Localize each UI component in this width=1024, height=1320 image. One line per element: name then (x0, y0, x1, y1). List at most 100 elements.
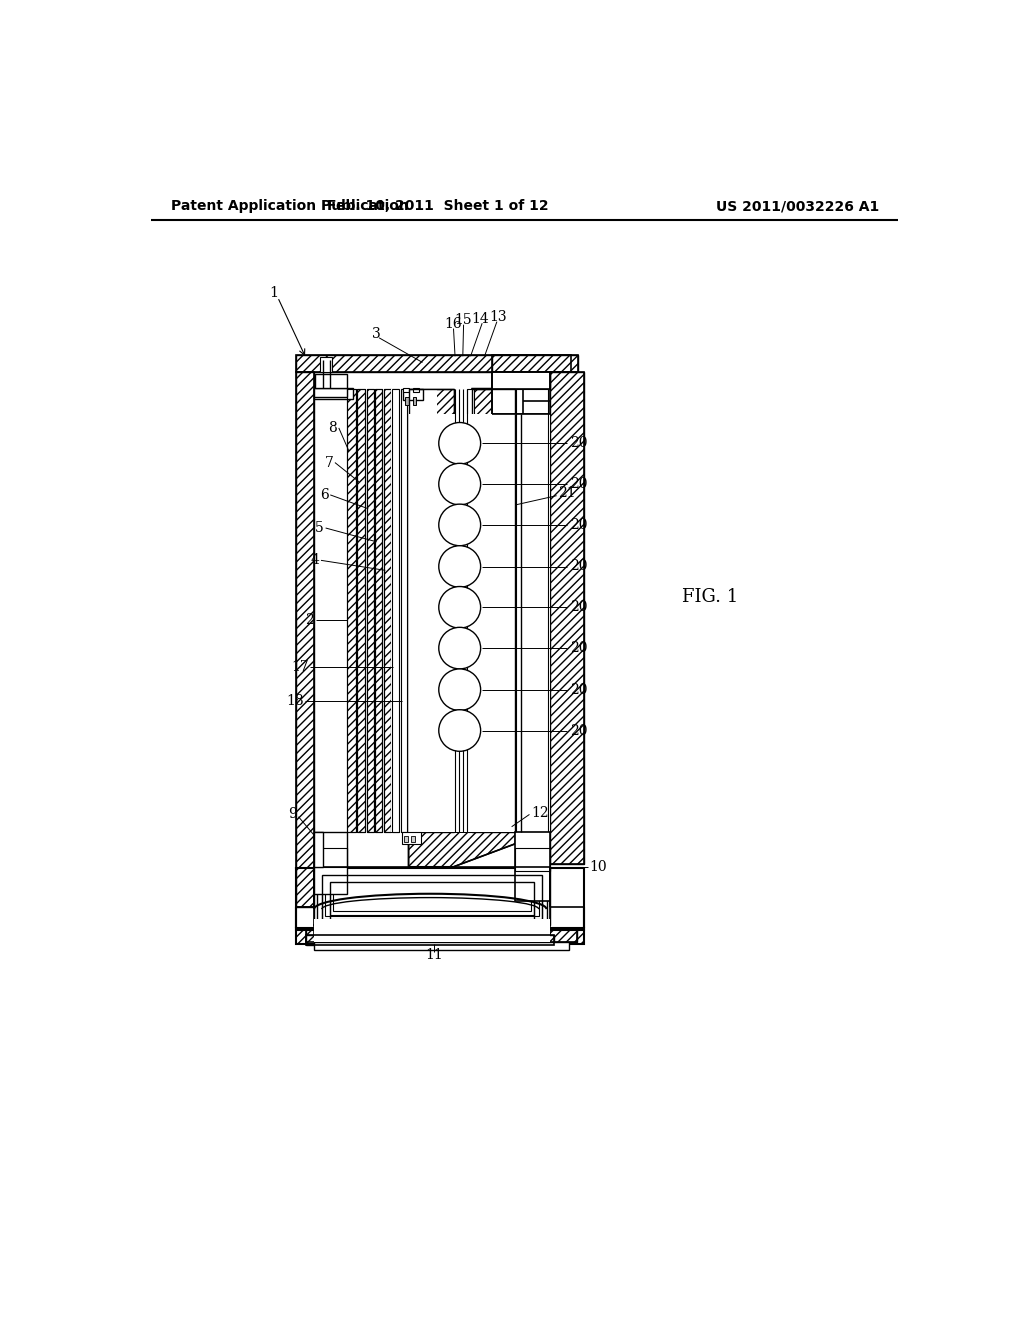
Bar (346, 389, 356, 832)
Bar (330, 882, 535, 921)
Text: Patent Application Publication: Patent Application Publication (171, 199, 409, 213)
Text: 5: 5 (315, 521, 324, 535)
Bar (493, 355, 578, 372)
Text: 14: 14 (472, 312, 489, 326)
Text: 8: 8 (329, 421, 337, 434)
Bar (409, 414, 550, 832)
Bar (314, 832, 346, 894)
Bar (550, 372, 585, 865)
Text: 2: 2 (305, 614, 314, 627)
Bar (400, 389, 407, 832)
Bar (493, 355, 578, 372)
Bar (515, 832, 550, 902)
Circle shape (438, 710, 480, 751)
Bar (472, 389, 515, 832)
Circle shape (438, 422, 480, 465)
Polygon shape (472, 388, 523, 414)
Bar (403, 836, 408, 842)
Text: 7: 7 (325, 455, 334, 470)
Polygon shape (322, 874, 542, 919)
Bar (384, 389, 391, 832)
Bar (314, 374, 346, 388)
Bar (357, 389, 366, 832)
Bar (357, 389, 366, 832)
Bar (314, 388, 346, 397)
Bar (346, 389, 356, 832)
Text: 4: 4 (310, 553, 319, 568)
Bar (391, 389, 399, 832)
Bar (367, 389, 374, 832)
Text: 15: 15 (454, 313, 472, 327)
Text: 20: 20 (569, 682, 587, 697)
Bar (401, 832, 421, 843)
Bar (409, 389, 454, 832)
Text: 1: 1 (269, 286, 279, 300)
Text: 16: 16 (444, 317, 462, 331)
Bar (472, 389, 515, 832)
Polygon shape (314, 867, 550, 924)
Text: 18: 18 (287, 694, 304, 709)
Text: 17: 17 (291, 660, 308, 673)
Bar (391, 389, 437, 832)
Text: 10: 10 (589, 859, 607, 874)
Text: 13: 13 (489, 310, 507, 323)
Bar (314, 867, 550, 924)
Text: 20: 20 (569, 642, 587, 655)
Circle shape (438, 463, 480, 506)
Text: US 2011/0032226 A1: US 2011/0032226 A1 (717, 199, 880, 213)
Bar (414, 397, 417, 405)
Text: 20: 20 (569, 477, 587, 491)
Text: 21: 21 (558, 486, 575, 500)
Bar (322, 874, 542, 921)
Bar (306, 935, 554, 945)
Bar (296, 355, 571, 372)
Text: 6: 6 (319, 488, 329, 502)
Bar (414, 388, 420, 392)
Bar (515, 389, 548, 832)
Bar (375, 389, 382, 832)
Bar (314, 388, 352, 399)
Text: 11: 11 (425, 948, 443, 962)
Bar (403, 389, 423, 400)
Bar (296, 372, 314, 907)
Bar (321, 358, 332, 372)
Bar (314, 847, 346, 867)
Bar (515, 847, 550, 871)
Bar (515, 847, 550, 871)
Polygon shape (330, 882, 535, 915)
Circle shape (438, 586, 480, 628)
Bar (296, 928, 585, 944)
Bar (314, 919, 550, 942)
Bar (406, 397, 409, 405)
Bar (314, 832, 324, 867)
Polygon shape (409, 832, 515, 867)
Circle shape (438, 504, 480, 545)
Bar (375, 389, 382, 832)
Bar (314, 942, 569, 950)
Bar (296, 372, 314, 907)
Text: FIG. 1: FIG. 1 (682, 589, 738, 606)
Bar (515, 389, 548, 832)
Bar (493, 372, 550, 388)
Bar (314, 847, 346, 867)
Text: 20: 20 (569, 560, 587, 573)
Bar (411, 836, 415, 842)
Text: Feb. 10, 2011  Sheet 1 of 12: Feb. 10, 2011 Sheet 1 of 12 (328, 199, 549, 213)
Polygon shape (314, 924, 550, 944)
Bar (384, 389, 391, 832)
Bar (493, 372, 550, 388)
Circle shape (438, 669, 480, 710)
Bar (403, 388, 410, 392)
Bar (493, 372, 550, 414)
Bar (296, 355, 571, 372)
Text: 20: 20 (569, 601, 587, 614)
Text: 12: 12 (531, 807, 549, 820)
Bar (314, 832, 324, 867)
Bar (296, 928, 585, 944)
Bar (306, 935, 554, 945)
Bar (400, 389, 407, 832)
Bar (409, 389, 454, 832)
Text: 20: 20 (569, 723, 587, 738)
Bar (391, 389, 399, 832)
Text: 20: 20 (569, 437, 587, 450)
